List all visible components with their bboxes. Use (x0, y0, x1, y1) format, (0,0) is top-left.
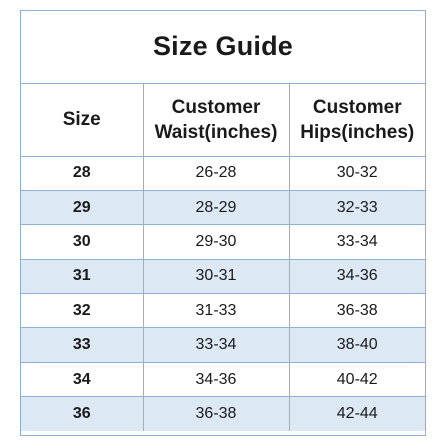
hips-cell: 30-32 (289, 156, 425, 191)
waist-cell: 34-36 (143, 362, 290, 398)
table-row: 36 36-38 42-44 (21, 396, 425, 432)
size-cell: 34 (21, 362, 144, 398)
waist-cell: 36-38 (143, 396, 290, 432)
table-row: 29 28-29 32-33 (21, 190, 425, 226)
table-row: 34 34-36 40-42 (21, 362, 425, 398)
table-row: 31 30-31 34-36 (21, 259, 425, 295)
size-cell: 36 (21, 396, 144, 432)
table-row: 30 29-30 33-34 (21, 224, 425, 260)
title-row: Size Guide (21, 11, 425, 84)
size-cell: 28 (21, 156, 144, 191)
column-header-hips: Customer Hips(inches) (289, 84, 425, 157)
size-cell: 33 (21, 327, 144, 363)
size-cell: 30 (21, 224, 144, 260)
column-header-size: Size (21, 84, 144, 157)
size-table: Size Customer Waist(inches) Customer Hip… (21, 84, 425, 432)
column-header-hips-line2: Hips(inches) (300, 121, 415, 143)
column-header-size-label: Size (62, 109, 101, 131)
waist-cell: 29-30 (143, 224, 290, 260)
column-header-waist-line2: Waist(inches) (154, 121, 278, 143)
hips-cell: 33-34 (289, 224, 425, 260)
size-cell: 31 (21, 259, 144, 295)
hips-cell: 42-44 (289, 396, 425, 432)
waist-cell: 26-28 (143, 156, 290, 191)
hips-cell: 36-38 (289, 293, 425, 329)
size-cell: 32 (21, 293, 144, 329)
page-title: Size Guide (152, 30, 294, 61)
column-header-waist: Customer Waist(inches) (143, 84, 290, 157)
column-header-hips-line1: Customer (312, 96, 402, 118)
table-row: 28 26-28 30-32 (21, 156, 425, 191)
table-row: 32 31-33 36-38 (21, 293, 425, 329)
hips-cell: 38-40 (289, 327, 425, 363)
waist-cell: 31-33 (143, 293, 290, 329)
table-row: 33 33-34 38-40 (21, 327, 425, 363)
size-guide-table-container: Size Guide Size Customer Waist(inches) C… (20, 10, 426, 436)
waist-cell: 30-31 (143, 259, 290, 295)
waist-cell: 28-29 (143, 190, 290, 226)
hips-cell: 34-36 (289, 259, 425, 295)
hips-cell: 32-33 (289, 190, 425, 226)
column-header-waist-line1: Customer (171, 96, 261, 118)
hips-cell: 40-42 (289, 362, 425, 398)
waist-cell: 33-34 (143, 327, 290, 363)
header-row: Size Customer Waist(inches) Customer Hip… (21, 84, 425, 157)
size-cell: 29 (21, 190, 144, 226)
